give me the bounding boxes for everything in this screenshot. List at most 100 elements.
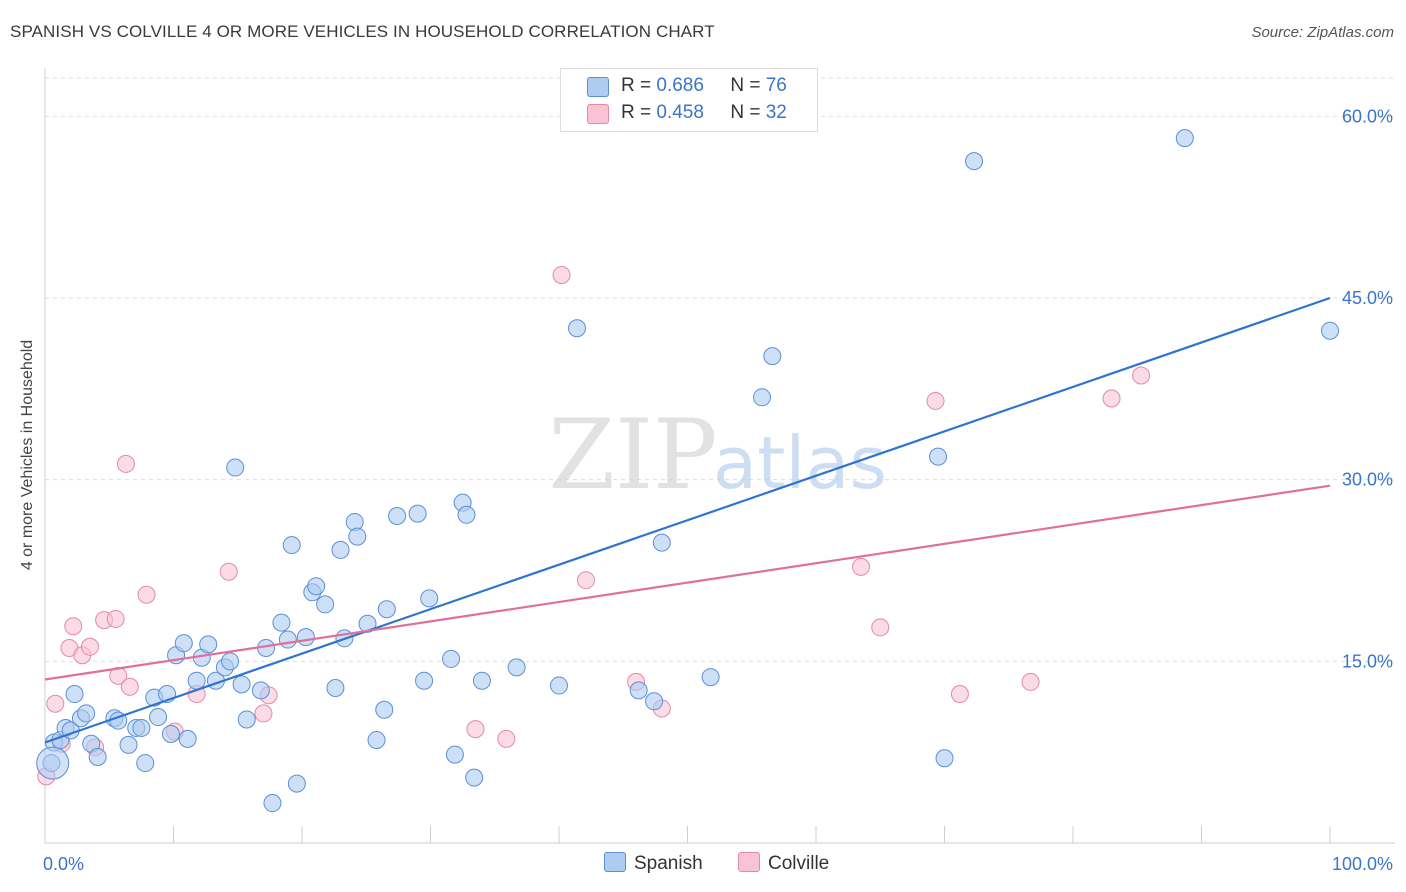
spanish-point	[550, 676, 568, 695]
spanish-point	[251, 681, 270, 700]
spanish-point	[65, 685, 84, 704]
spanish-point	[472, 671, 491, 690]
n-value-spanish: 76	[765, 75, 787, 96]
colville-point	[466, 720, 485, 739]
spanish-point	[326, 678, 345, 697]
spanish-point	[965, 152, 984, 171]
spanish-point	[348, 527, 367, 546]
spanish-points	[36, 129, 1339, 813]
spanish-legend-swatch	[604, 852, 626, 872]
colville-point	[1021, 672, 1040, 691]
spanish-point	[358, 614, 377, 633]
colville-point	[1132, 366, 1151, 385]
colville-point	[64, 617, 83, 636]
spanish-point	[645, 692, 664, 711]
spanish-point	[465, 768, 484, 787]
spanish-point	[567, 319, 586, 338]
spanish-point	[331, 540, 350, 559]
spanish-point	[935, 749, 954, 768]
chart-title: SPANISH VS COLVILLE 4 OR MORE VEHICLES I…	[10, 22, 715, 41]
stats-legend: R = 0.686 N = 76 R = 0.458 N = 32	[560, 68, 818, 132]
watermark-zip: ZIP	[548, 399, 717, 511]
x-tick-label: 100.0%	[1332, 854, 1393, 874]
n-value-colville: 32	[765, 102, 787, 123]
spanish-point	[77, 704, 96, 723]
spanish-point	[307, 577, 326, 596]
spanish-point	[457, 505, 476, 524]
colville-point	[120, 677, 139, 696]
spanish-point	[287, 774, 306, 793]
y-tick-label: 30.0%	[1342, 470, 1393, 490]
spanish-point	[278, 630, 297, 649]
watermark: ZIP atlas	[548, 399, 887, 511]
colville-trend-line	[44, 484, 1331, 681]
colville-point	[219, 562, 238, 581]
spanish-point	[652, 533, 671, 552]
r-label: R =	[621, 102, 652, 123]
spanish-point	[272, 613, 291, 632]
y-tick-label: 45.0%	[1342, 288, 1393, 308]
colville-swatch	[587, 104, 609, 124]
spanish-point	[296, 628, 315, 647]
y-tick-label: 60.0%	[1342, 106, 1393, 126]
colville-point	[576, 571, 595, 590]
legend-item-spanish: Spanish	[604, 852, 703, 875]
spanish-point	[221, 652, 240, 671]
spanish-point	[178, 729, 197, 748]
spanish-point	[629, 681, 648, 700]
colville-point	[926, 391, 945, 410]
r-value-spanish: 0.686	[656, 75, 704, 96]
source-label: Source: ZipAtlas.com	[1251, 24, 1394, 41]
colville-point	[80, 637, 99, 656]
n-label: N =	[730, 75, 761, 96]
spanish-point	[316, 595, 335, 614]
x-tick-labels: 0.0% 100.0%	[43, 854, 1393, 874]
spanish-point	[367, 731, 386, 750]
spanish-point	[408, 504, 427, 523]
r-label: R =	[621, 75, 652, 96]
spanish-point	[174, 634, 193, 653]
spanish-trend-line	[44, 296, 1331, 744]
spanish-point	[415, 671, 434, 690]
spanish-point	[232, 675, 251, 694]
colville-point	[1102, 389, 1121, 408]
spanish-point	[88, 748, 107, 767]
legend-label-colville: Colville	[768, 853, 830, 874]
spanish-point	[763, 347, 782, 366]
colville-point	[552, 265, 571, 284]
spanish-point	[1321, 321, 1339, 340]
spanish-point	[445, 745, 464, 764]
gridlines	[45, 77, 1395, 662]
spanish-point	[377, 600, 396, 619]
r-value-colville: 0.458	[656, 102, 704, 123]
spanish-swatch	[587, 77, 609, 97]
colville-point	[116, 454, 135, 473]
spanish-point	[187, 671, 206, 690]
spanish-point	[929, 447, 948, 466]
legend-label-spanish: Spanish	[634, 853, 703, 874]
colville-point	[46, 694, 65, 713]
spanish-point	[132, 718, 151, 737]
colville-points	[37, 265, 1151, 786]
colville-legend-swatch	[738, 852, 760, 872]
colville-point	[254, 704, 273, 723]
n-label: N =	[730, 102, 761, 123]
spanish-point-cluster	[36, 746, 70, 780]
colville-point	[871, 618, 890, 637]
spanish-point	[1175, 129, 1194, 148]
spanish-point	[226, 458, 245, 477]
spanish-point	[282, 536, 301, 555]
spanish-point	[753, 388, 772, 407]
legend-item-colville: Colville	[738, 852, 829, 875]
spanish-point	[420, 589, 439, 608]
spanish-point	[507, 658, 526, 677]
spanish-point	[388, 507, 407, 525]
spanish-point	[119, 735, 138, 754]
colville-point	[497, 729, 516, 748]
spanish-point	[136, 754, 155, 773]
spanish-point	[263, 794, 282, 813]
trend-lines	[44, 296, 1331, 744]
spanish-point	[237, 710, 256, 729]
spanish-point	[199, 635, 218, 654]
